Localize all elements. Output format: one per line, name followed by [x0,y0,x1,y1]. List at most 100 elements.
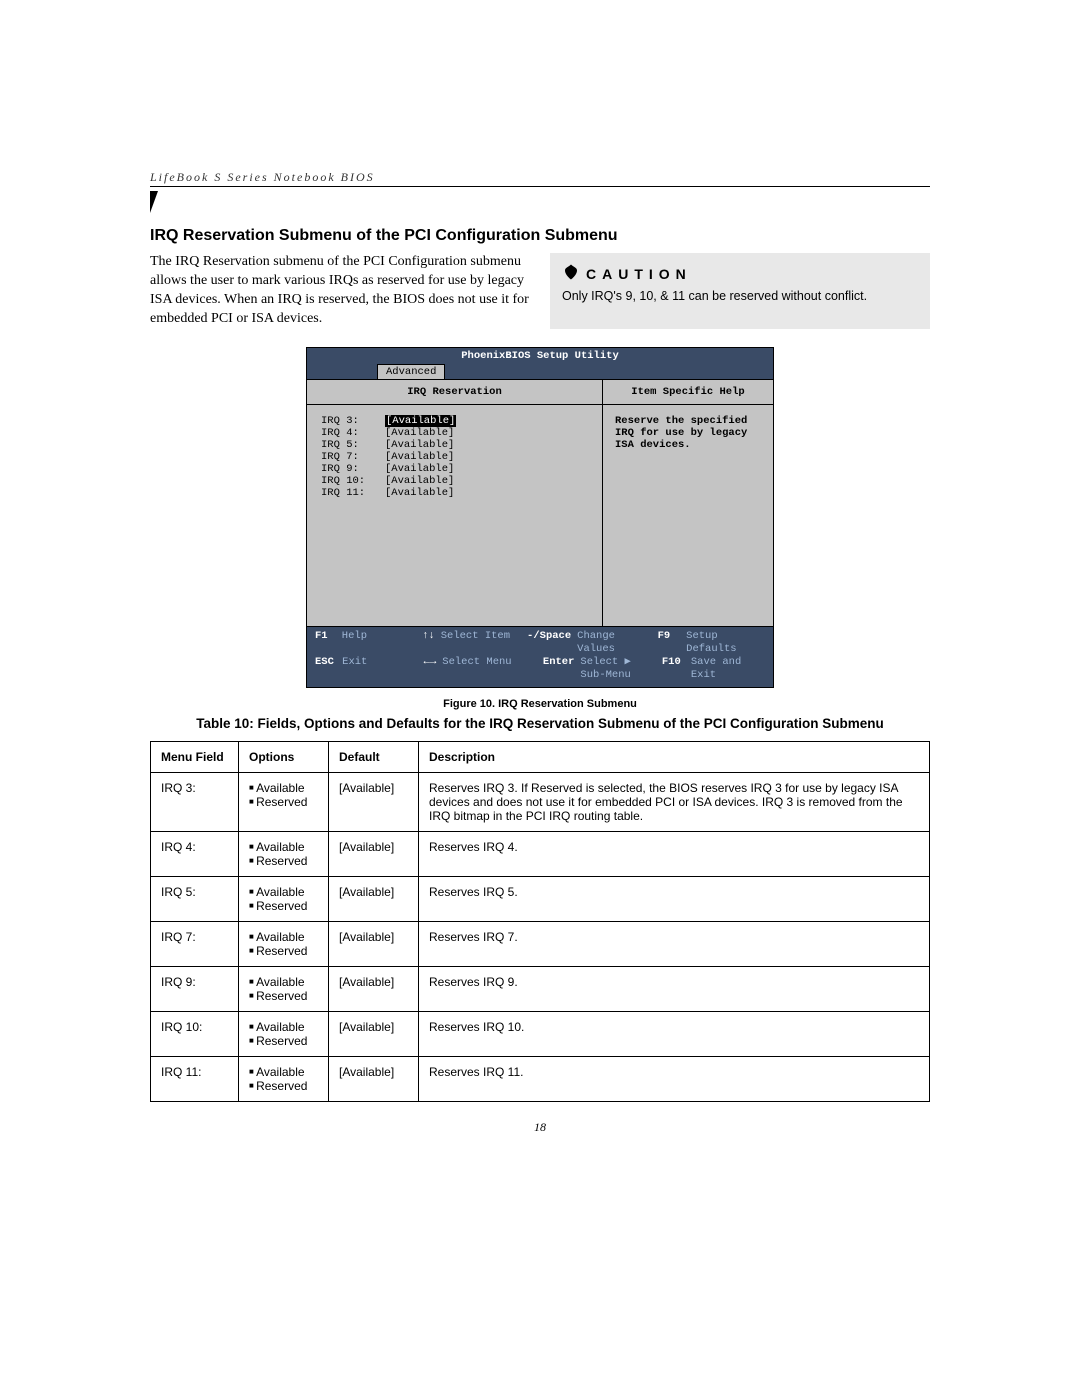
option-item: Reserved [249,1079,318,1093]
footer-text: Exit [342,656,385,682]
footer-key: Enter [524,656,581,682]
bios-footer: F1 Help ↑↓ Select Item -/Space Change Va… [307,627,773,688]
footer-text: Change Values [577,630,657,656]
intro-paragraph: The IRQ Reservation submenu of the PCI C… [150,253,530,329]
bios-irq-label: IRQ 7: [321,451,385,463]
bios-irq-value: [Available] [385,451,454,463]
cell-default: [Available] [329,967,419,1012]
bios-irq-row: IRQ 4:[Available] [321,427,588,439]
bios-irq-row: IRQ 7:[Available] [321,451,588,463]
cell-description: Reserves IRQ 11. [419,1057,930,1102]
bios-irq-value: [Available] [385,487,454,499]
cell-options: AvailableReserved [239,877,329,922]
cell-default: [Available] [329,877,419,922]
cell-default: [Available] [329,773,419,832]
cell-default: [Available] [329,1057,419,1102]
bios-irq-row: IRQ 5:[Available] [321,439,588,451]
cell-description: Reserves IRQ 4. [419,832,930,877]
cell-description: Reserves IRQ 5. [419,877,930,922]
cell-menu-field: IRQ 9: [151,967,239,1012]
bios-irq-value: [Available] [385,475,454,487]
footer-key: -/Space [521,630,577,656]
bios-irq-value: [Available] [385,439,454,451]
table-header: Description [419,742,930,773]
table-row: IRQ 3:AvailableReserved[Available]Reserv… [151,773,930,832]
section-title: IRQ Reservation Submenu of the PCI Confi… [150,227,930,245]
bios-irq-label: IRQ 11: [321,487,385,499]
option-item: Available [249,885,318,899]
fields-table: Menu FieldOptionsDefaultDescription IRQ … [150,741,930,1102]
cell-description: Reserves IRQ 10. [419,1012,930,1057]
figure-caption: Figure 10. IRQ Reservation Submenu [150,698,930,710]
bios-irq-row: IRQ 10:[Available] [321,475,588,487]
page-number: 18 [150,1120,930,1135]
cell-options: AvailableReserved [239,967,329,1012]
option-item: Reserved [249,944,318,958]
footer-text: Help [342,630,385,656]
option-item: Reserved [249,899,318,913]
cell-menu-field: IRQ 5: [151,877,239,922]
footer-key: F1 [315,630,342,656]
option-item: Available [249,1065,318,1079]
bios-irq-label: IRQ 4: [321,427,385,439]
table-row: IRQ 11:AvailableReserved[Available]Reser… [151,1057,930,1102]
table-row: IRQ 4:AvailableReserved[Available]Reserv… [151,832,930,877]
option-item: Available [249,975,318,989]
bios-help-text: Reserve the specified IRQ for use by leg… [603,405,773,461]
table-title: Table 10: Fields, Options and Defaults f… [150,716,930,731]
caution-icon [562,263,580,284]
option-item: Available [249,781,318,795]
cell-description: Reserves IRQ 9. [419,967,930,1012]
option-item: Reserved [249,989,318,1003]
caution-box: CAUTION Only IRQ's 9, 10, & 11 can be re… [550,253,930,329]
footer-key: F10 [662,656,691,682]
bios-irq-label: IRQ 10: [321,475,385,487]
bios-irq-row: IRQ 11:[Available] [321,487,588,499]
cell-default: [Available] [329,832,419,877]
option-item: Reserved [249,1034,318,1048]
caution-label: CAUTION [586,266,692,282]
footer-text: Select ▶ Sub-Menu [580,656,661,682]
cell-menu-field: IRQ 11: [151,1057,239,1102]
bios-right-header: Item Specific Help [603,380,773,405]
cell-options: AvailableReserved [239,773,329,832]
table-row: IRQ 5:AvailableReserved[Available]Reserv… [151,877,930,922]
bios-irq-value: [Available] [385,415,456,427]
cell-description: Reserves IRQ 7. [419,922,930,967]
footer-key: ←→ [386,656,443,682]
cell-options: AvailableReserved [239,832,329,877]
bios-irq-row: IRQ 3:[Available] [321,415,588,427]
footer-text: Setup Defaults [686,630,765,656]
option-item: Available [249,1020,318,1034]
cell-options: AvailableReserved [239,922,329,967]
table-header: Menu Field [151,742,239,773]
bios-irq-label: IRQ 3: [321,415,385,427]
cell-menu-field: IRQ 7: [151,922,239,967]
cell-options: AvailableReserved [239,1057,329,1102]
bios-irq-value: [Available] [385,463,454,475]
bios-irq-row: IRQ 9:[Available] [321,463,588,475]
header-tab-shape [150,191,158,213]
cell-default: [Available] [329,1012,419,1057]
table-header: Options [239,742,329,773]
option-item: Reserved [249,854,318,868]
option-item: Reserved [249,795,318,809]
cell-options: AvailableReserved [239,1012,329,1057]
caution-text: Only IRQ's 9, 10, & 11 can be reserved w… [562,288,918,304]
table-row: IRQ 9:AvailableReserved[Available]Reserv… [151,967,930,1012]
footer-text: Save and Exit [691,656,765,682]
footer-key: ESC [315,656,342,682]
table-row: IRQ 7:AvailableReserved[Available]Reserv… [151,922,930,967]
page-header: LifeBook S Series Notebook BIOS [150,170,930,187]
footer-key: ↑↓ [385,630,441,656]
cell-description: Reserves IRQ 3. If Reserved is selected,… [419,773,930,832]
bios-screenshot: PhoenixBIOS Setup Utility Advanced IRQ R… [306,347,774,689]
bios-irq-label: IRQ 9: [321,463,385,475]
table-header: Default [329,742,419,773]
option-item: Available [249,930,318,944]
bios-title: PhoenixBIOS Setup Utility [307,348,773,364]
bios-left-header: IRQ Reservation [307,380,602,405]
table-row: IRQ 10:AvailableReserved[Available]Reser… [151,1012,930,1057]
cell-menu-field: IRQ 3: [151,773,239,832]
footer-text: Select Menu [442,656,523,682]
